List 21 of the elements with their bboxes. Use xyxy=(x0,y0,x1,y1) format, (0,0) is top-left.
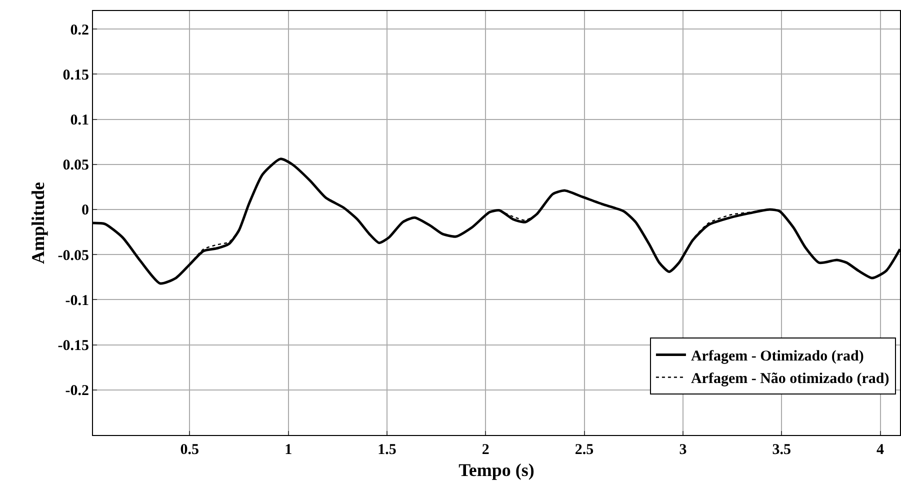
x-tick-label: 1 xyxy=(284,442,292,458)
legend-label: Arfagem - Otimizado (rad) xyxy=(690,348,864,365)
y-tick-label: 0.1 xyxy=(70,112,89,129)
y-tick-label: -0.2 xyxy=(65,383,89,400)
y-tick-label: 0.05 xyxy=(62,158,89,174)
x-tick-label: 2.5 xyxy=(574,442,594,458)
x-tick-label: 2 xyxy=(482,442,490,458)
legend-label: Arfagem - Não otimizado (rad) xyxy=(690,371,890,388)
y-tick-label: -0.1 xyxy=(65,292,89,309)
x-tick-label: 0.5 xyxy=(180,442,200,458)
x-tick-label: 4 xyxy=(876,442,885,458)
y-tick-label: -0.05 xyxy=(58,248,89,264)
y-tick-label: 0.15 xyxy=(62,67,89,84)
y-tick-label: -0.15 xyxy=(58,338,89,354)
y-axis-title: Amplitude xyxy=(28,182,48,264)
x-tick-label: 3 xyxy=(679,442,687,458)
x-axis-title: Tempo (s) xyxy=(458,460,534,480)
x-tick-label: 3.5 xyxy=(772,442,791,458)
x-tick-label: 1.5 xyxy=(378,442,396,458)
y-tick-label: 0.2 xyxy=(70,22,89,38)
y-tick-label: 0 xyxy=(82,202,89,219)
